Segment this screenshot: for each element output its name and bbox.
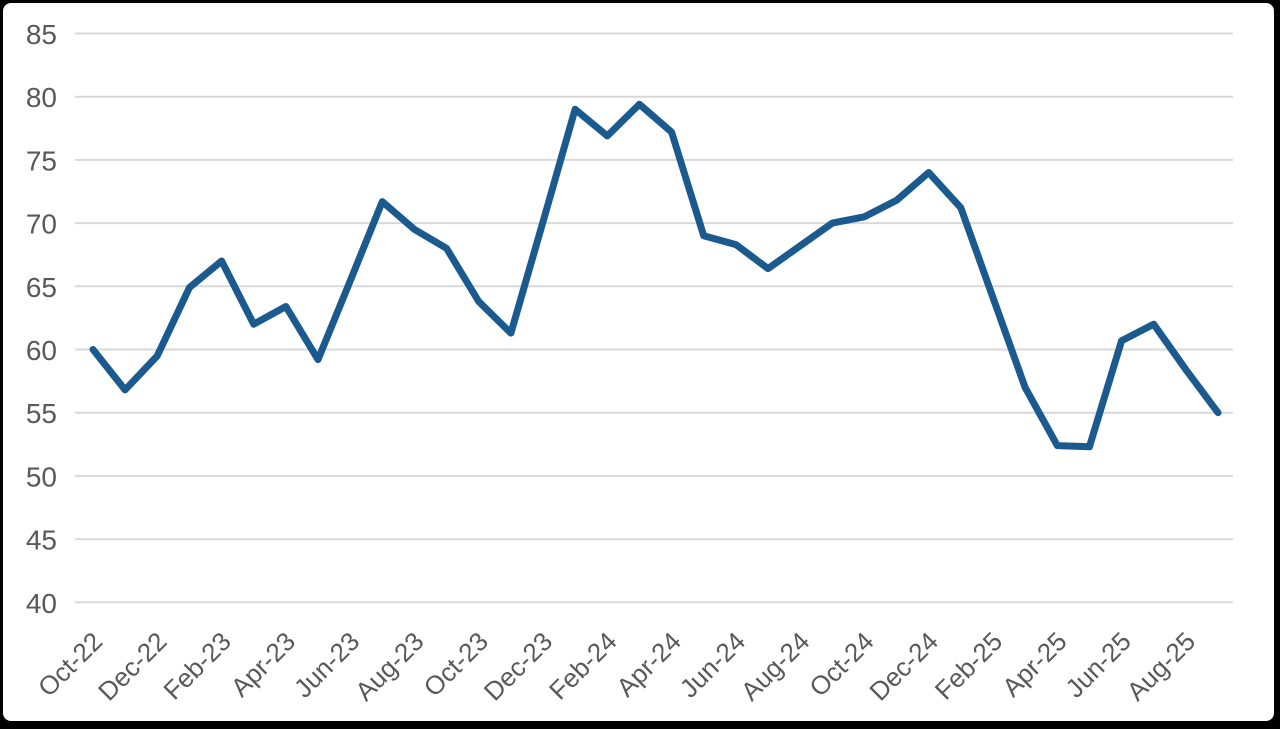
- y-axis-tick-label: 60: [26, 335, 57, 366]
- x-axis-tick-label: Apr-24: [610, 626, 686, 702]
- y-axis-tick-label: 85: [26, 19, 57, 50]
- x-axis-tick-label: Jun-24: [674, 626, 751, 703]
- x-axis-tick-label: Aug-24: [735, 626, 815, 706]
- y-axis-tick-label: 45: [26, 525, 57, 556]
- data-line: [89, 100, 1222, 451]
- x-axis-tick-label: Dec-24: [863, 626, 943, 706]
- y-axis-tick-label: 80: [26, 82, 57, 113]
- x-axis-tick-label: Jun-23: [288, 626, 365, 703]
- x-axis-tick-label: Apr-23: [225, 626, 301, 702]
- y-axis-tick-label: 50: [26, 461, 57, 492]
- y-axis-tick-label: 65: [26, 272, 57, 303]
- x-axis-tick-label: Feb-24: [543, 626, 622, 705]
- x-axis-tick-label: Aug-23: [349, 626, 429, 706]
- y-axis-tick-label: 75: [26, 145, 57, 176]
- x-axis-tick-label: Dec-22: [92, 626, 172, 706]
- x-axis-tick-label: Feb-25: [929, 626, 1008, 705]
- y-axis-tick-label: 70: [26, 209, 57, 240]
- x-axis-tick-label: Jun-25: [1059, 626, 1136, 703]
- x-axis-tick-label: Feb-23: [157, 626, 236, 705]
- x-axis-tick-label: Aug-25: [1121, 626, 1201, 706]
- x-axis-tick-label: Dec-23: [478, 626, 558, 706]
- x-axis-tick-label: Apr-25: [996, 626, 1072, 702]
- y-axis-tick-label: 40: [26, 588, 57, 619]
- y-axis-tick-label: 55: [26, 398, 57, 429]
